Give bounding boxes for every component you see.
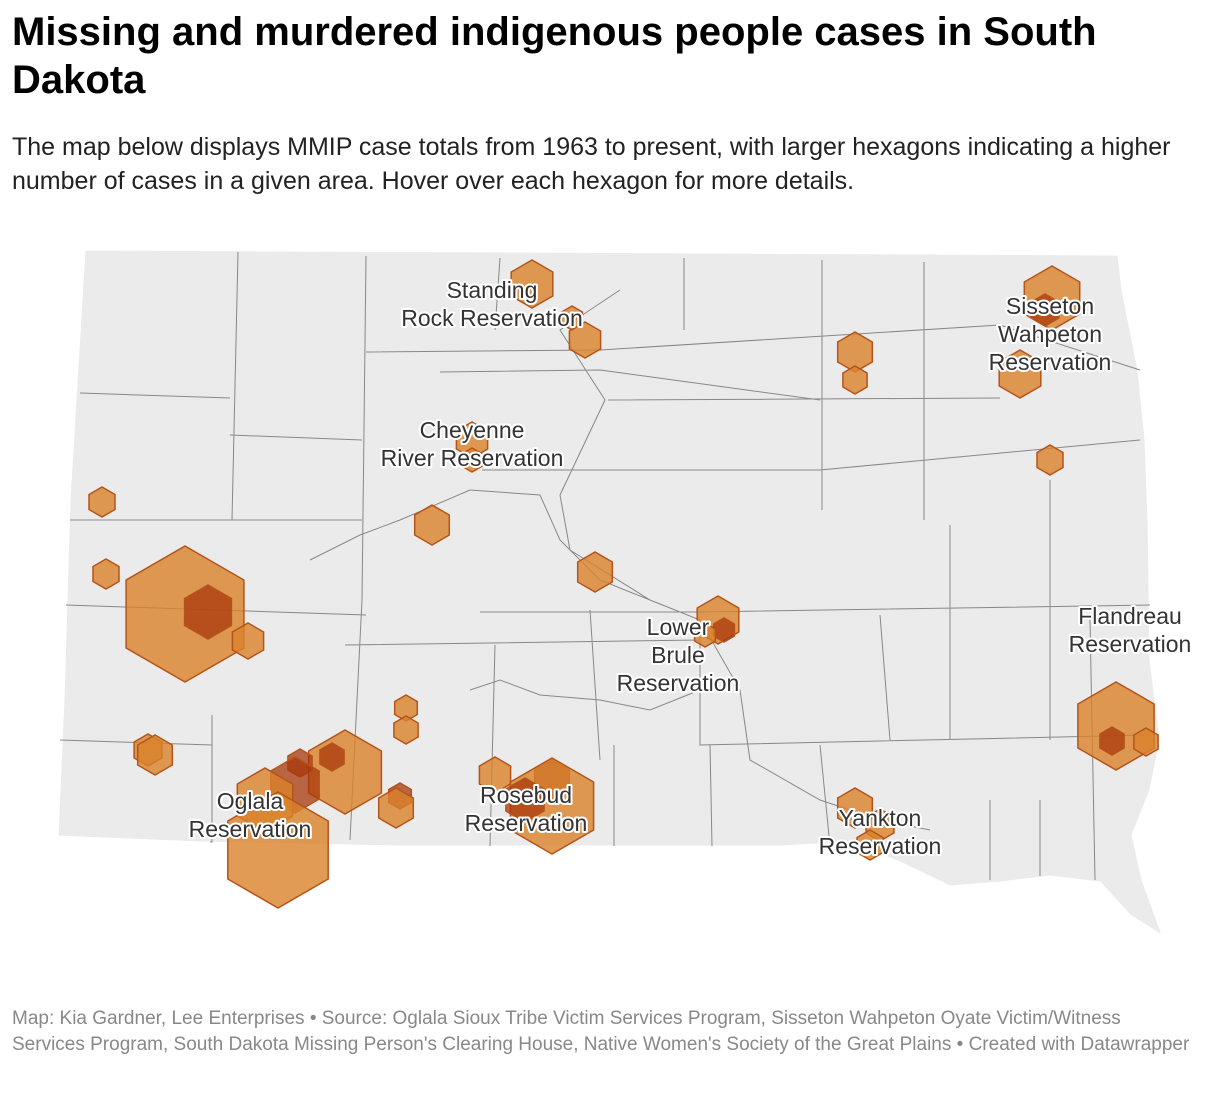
region-label: Reservation bbox=[465, 810, 588, 836]
region-label: Rock Reservation bbox=[401, 305, 583, 331]
hexagon[interactable] bbox=[712, 617, 736, 643]
hexagon[interactable] bbox=[998, 349, 1042, 399]
hexagon[interactable] bbox=[1133, 727, 1159, 757]
region-label: Oglala bbox=[217, 788, 284, 814]
hexagon[interactable] bbox=[88, 486, 116, 518]
region-label: Standing bbox=[447, 277, 538, 303]
region-label: Sisseton bbox=[1006, 293, 1094, 319]
region-label: Reservation bbox=[1069, 631, 1192, 657]
region-label: Lower bbox=[647, 614, 710, 640]
hexagon[interactable] bbox=[136, 734, 174, 776]
hexagons bbox=[88, 259, 1159, 909]
region-label: River Reservation bbox=[381, 445, 564, 471]
hexagon[interactable] bbox=[1036, 444, 1064, 476]
region-label: Brule bbox=[651, 642, 705, 668]
hexagon[interactable] bbox=[836, 787, 874, 829]
hexagon[interactable] bbox=[1099, 726, 1125, 756]
description: The map below displays MMIP case totals … bbox=[12, 133, 1171, 195]
hexagon[interactable] bbox=[1030, 293, 1060, 327]
hexagon[interactable] bbox=[856, 829, 884, 861]
hexagon[interactable] bbox=[576, 551, 614, 593]
hexagon[interactable] bbox=[693, 622, 717, 648]
hexagon[interactable] bbox=[505, 777, 545, 823]
hexagon[interactable] bbox=[377, 787, 415, 829]
region-label: Cheyenne bbox=[420, 417, 525, 443]
region-label: Rosebud bbox=[480, 782, 572, 808]
hexagon[interactable] bbox=[568, 321, 602, 359]
hexagon[interactable] bbox=[227, 791, 329, 909]
hexagon[interactable] bbox=[478, 756, 512, 794]
hexagon[interactable] bbox=[231, 622, 265, 660]
region-label: Reservation bbox=[819, 833, 942, 859]
region-label: Reservation bbox=[989, 349, 1112, 375]
region-label: Reservation bbox=[189, 816, 312, 842]
footer: Map: Kia Gardner, Lee Enterprises • Sour… bbox=[12, 1008, 1190, 1055]
hexagon[interactable] bbox=[413, 504, 451, 546]
region-label: Yankton bbox=[839, 805, 922, 831]
hexagon[interactable] bbox=[460, 447, 484, 473]
hexagon[interactable] bbox=[842, 365, 868, 395]
title: Missing and murdered indigenous people c… bbox=[12, 10, 1097, 102]
region-label: Reservation bbox=[617, 670, 740, 696]
hexagon[interactable] bbox=[510, 259, 554, 309]
region-label: Wahpeton bbox=[998, 321, 1102, 347]
hexagon[interactable] bbox=[319, 742, 345, 772]
hexagon[interactable] bbox=[183, 584, 233, 640]
hexagon[interactable] bbox=[92, 558, 120, 590]
hexagon[interactable] bbox=[393, 715, 419, 745]
region-label: Flandreau bbox=[1078, 603, 1182, 629]
